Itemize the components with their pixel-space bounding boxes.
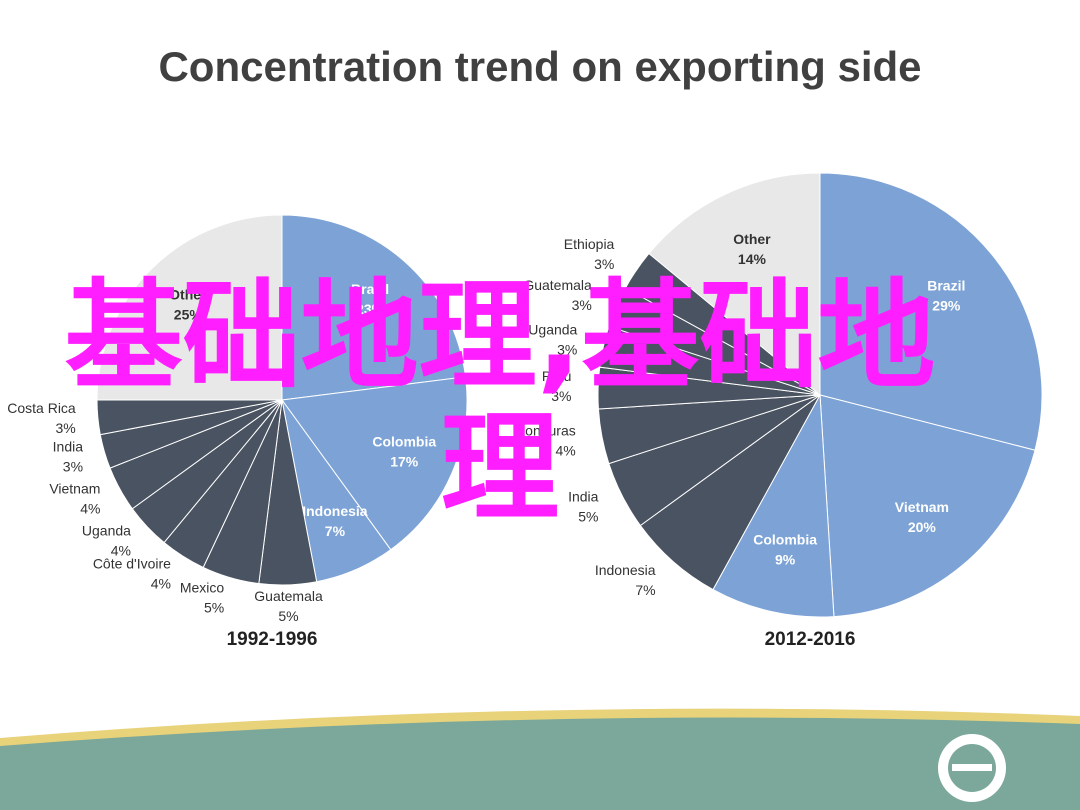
slice-value-label: 4%: [80, 501, 100, 517]
slice-value-label: 23%: [356, 301, 385, 317]
slice-value-label: 29%: [932, 298, 961, 314]
pie-slice: [648, 172, 821, 397]
slice-value-label: 4%: [111, 543, 131, 559]
slice-label: Peru: [542, 368, 572, 384]
slice-label: Costa Rica: [7, 400, 76, 416]
footer-band: [0, 714, 1080, 810]
slice-label: Indonesia: [595, 562, 656, 578]
slice-label: Indonesia: [302, 503, 368, 519]
slice-label: Brazil: [927, 278, 965, 294]
slice-value-label: 20%: [908, 519, 937, 535]
slice-value-label: 25%: [174, 307, 203, 323]
slice-label: Guatemala: [254, 588, 323, 604]
slice-label: Guatemala: [523, 277, 592, 293]
pie-slice: [819, 394, 1036, 618]
slice-value-label: 3%: [594, 256, 614, 272]
slice-label: Colombia: [753, 532, 817, 548]
slice-label: Vietnam: [49, 481, 100, 497]
slice-label: Other: [733, 231, 771, 247]
logo-bar: [952, 764, 992, 771]
slice-value-label: 4%: [556, 442, 576, 458]
slice-label: India: [568, 489, 599, 505]
slice-value-label: 5%: [204, 600, 224, 616]
slice-value-label: 4%: [151, 576, 171, 592]
slice-value-label: 3%: [557, 341, 577, 357]
slice-label: Uganda: [528, 321, 577, 337]
slice-label: Ethiopia: [564, 236, 615, 252]
slide-title: Concentration trend on exporting side: [158, 43, 921, 90]
slice-label: Vietnam: [895, 499, 949, 515]
overlay-text: 基础地理,基础地理: [64, 267, 936, 537]
slice-value-label: 5%: [578, 509, 598, 525]
slice-label: Colombia: [372, 434, 436, 450]
pie-slice: [712, 393, 835, 618]
slice-label: India: [53, 439, 84, 455]
slice-value-label: 5%: [278, 608, 298, 624]
slice-label: Other: [169, 287, 207, 303]
slice-value-label: 14%: [738, 251, 767, 267]
pie-slice: [281, 214, 467, 401]
pie-slice: [96, 214, 283, 401]
pie-title: 2012-2016: [765, 629, 856, 650]
slice-value-label: 17%: [390, 454, 419, 470]
slice-value-label: 3%: [55, 420, 75, 436]
slice-value-label: 9%: [775, 552, 796, 568]
slice-value-label: 3%: [551, 388, 571, 404]
slice-label: Honduras: [515, 422, 576, 438]
slice-label: Côte d'Ivoire: [93, 556, 171, 572]
slice-value-label: 7%: [635, 582, 655, 598]
pie-title: 1992-1996: [227, 629, 318, 650]
slice-value-label: 3%: [63, 459, 83, 475]
footer-stripe: [0, 708, 1080, 746]
slice-label: Uganda: [82, 523, 131, 539]
slice-label: Mexico: [180, 580, 225, 596]
slice-value-label: 3%: [572, 297, 592, 313]
pie-slice: [281, 376, 468, 551]
slice-label: Brazil: [351, 281, 389, 297]
slice-value-label: 7%: [325, 523, 346, 539]
pie-slice: [819, 172, 1043, 451]
